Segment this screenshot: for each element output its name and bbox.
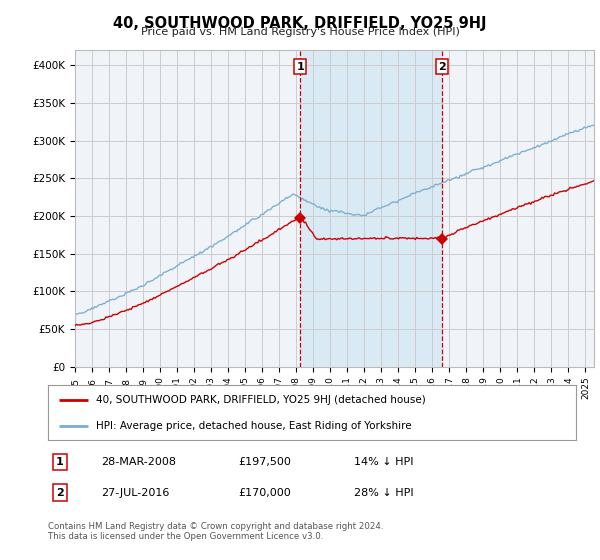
Text: Contains HM Land Registry data © Crown copyright and database right 2024.
This d: Contains HM Land Registry data © Crown c… — [48, 522, 383, 542]
Text: 2: 2 — [438, 62, 446, 72]
Text: 2: 2 — [56, 488, 64, 498]
Text: 40, SOUTHWOOD PARK, DRIFFIELD, YO25 9HJ: 40, SOUTHWOOD PARK, DRIFFIELD, YO25 9HJ — [113, 16, 487, 31]
Text: HPI: Average price, detached house, East Riding of Yorkshire: HPI: Average price, detached house, East… — [95, 421, 411, 431]
Text: 1: 1 — [296, 62, 304, 72]
Text: 28-MAR-2008: 28-MAR-2008 — [101, 457, 176, 467]
Text: £170,000: £170,000 — [238, 488, 291, 498]
Text: 14% ↓ HPI: 14% ↓ HPI — [354, 457, 414, 467]
Text: Price paid vs. HM Land Registry's House Price Index (HPI): Price paid vs. HM Land Registry's House … — [140, 27, 460, 37]
Text: 40, SOUTHWOOD PARK, DRIFFIELD, YO25 9HJ (detached house): 40, SOUTHWOOD PARK, DRIFFIELD, YO25 9HJ … — [95, 395, 425, 405]
Text: £197,500: £197,500 — [238, 457, 291, 467]
Text: 27-JUL-2016: 27-JUL-2016 — [101, 488, 169, 498]
Bar — [300, 50, 442, 367]
Text: 28% ↓ HPI: 28% ↓ HPI — [354, 488, 414, 498]
Text: 1: 1 — [56, 457, 64, 467]
